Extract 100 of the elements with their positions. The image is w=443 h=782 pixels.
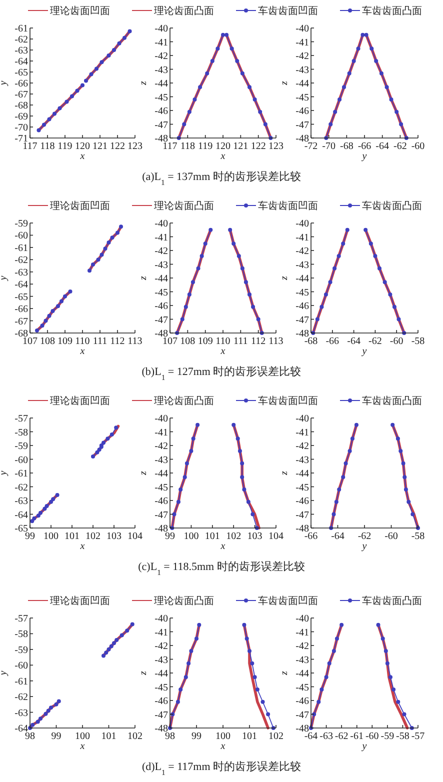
y-tick-label: -47	[296, 314, 309, 326]
y-tick-label: -42	[296, 641, 309, 652]
y-tick-label: -61	[14, 468, 28, 480]
x-axis-title: x	[79, 346, 86, 357]
x-tick-label: 121	[92, 141, 108, 152]
y-tick-label: -65	[14, 524, 28, 534]
x-tick-label: 122	[110, 141, 125, 152]
y-tick-label: -45	[296, 287, 309, 298]
legend-label: 车齿齿面凸面	[362, 200, 422, 212]
legend-label: 车齿齿面凹面	[258, 5, 318, 17]
x-tick-label: 110	[75, 336, 90, 347]
y-tick-label: -43	[154, 654, 168, 666]
legend-label: 理论齿面凸面	[154, 595, 214, 607]
y-axis-title: z	[279, 80, 290, 86]
y-tick-label: -58	[14, 629, 28, 640]
y-tick-label: -59	[14, 644, 28, 656]
x-tick-label: -66	[358, 141, 372, 152]
x-tick-label: 100	[216, 731, 230, 742]
y-tick-label: -46	[296, 496, 309, 507]
y-tick-label: -47	[154, 510, 168, 521]
y-tick-label: -67	[14, 90, 28, 100]
y-tick-label: -43	[296, 260, 309, 271]
y-tick-label: -44	[154, 78, 168, 90]
text: (d)L$_{1}$ = 117mm 时的齿形误差比较	[142, 760, 302, 776]
x-tick-label: -70	[322, 141, 336, 152]
x-tick-label: 111	[234, 336, 248, 347]
y-tick-label: -43	[296, 454, 309, 466]
x-tick-label: -62	[334, 731, 348, 742]
y-axis-title: y	[0, 670, 9, 676]
y-tick-label: -42	[296, 246, 309, 257]
text: (b)L$_{1}$ = 127mm 时的齿形误差比较	[142, 365, 302, 382]
y-axis-title: z	[138, 276, 149, 281]
x-tick-label: 123	[268, 141, 284, 152]
y-tick-label: -43	[296, 64, 309, 76]
y-axis-title: y	[0, 80, 9, 86]
x-tick-label: -59	[380, 731, 394, 742]
y-tick-label: -47	[154, 710, 168, 721]
y-tick-label: -61	[14, 242, 28, 254]
x-axis-title: x	[220, 541, 226, 552]
x-tick-label: 110	[216, 336, 230, 347]
y-tick-label: -46	[296, 301, 309, 312]
y-tick-label: -40	[154, 614, 168, 624]
x-tick-label: 108	[40, 336, 55, 347]
x-tick-label: 101	[101, 731, 116, 742]
legend-label: 理论齿面凹面	[50, 595, 110, 607]
y-tick-label: -70	[14, 122, 28, 134]
y-tick-label: -42	[296, 51, 309, 62]
legend-label: 车齿齿面凹面	[258, 395, 318, 407]
x-tick-label: 120	[216, 141, 230, 152]
y-tick-label: -40	[296, 218, 309, 230]
x-tick-label: 99	[25, 531, 35, 542]
y-tick-label: -66	[14, 304, 28, 316]
x-tick-label: 102	[268, 731, 284, 742]
y-tick-label: -57	[14, 614, 28, 624]
y-tick-label: -63	[14, 46, 28, 56]
x-tick-label: 99	[165, 531, 175, 542]
x-tick-label: -61	[350, 731, 364, 742]
y-tick-label: -46	[154, 496, 168, 507]
y-tick-label: -67	[14, 316, 28, 328]
y-axis-title: y	[0, 275, 9, 282]
x-tick-label: 118	[180, 141, 195, 152]
legend-label: 车齿齿面凹面	[258, 595, 318, 607]
y-tick-label: -44	[296, 78, 309, 90]
y-tick-label: -48	[154, 724, 168, 734]
x-tick-label: 103	[247, 531, 262, 542]
y-tick-label: -63	[14, 708, 28, 719]
y-tick-label: -60	[14, 230, 28, 242]
y-tick-label: -62	[14, 482, 28, 494]
legend-label: 理论齿面凹面	[50, 5, 110, 17]
y-tick-label: -42	[154, 246, 168, 257]
x-tick-label: 117	[22, 141, 38, 152]
y-tick-label: -41	[154, 627, 168, 638]
y-tick-label: -66	[14, 78, 28, 90]
x-tick-label: 109	[198, 336, 213, 347]
x-tick-label: -62	[358, 531, 372, 542]
x-tick-label: 104	[268, 531, 284, 542]
x-tick-label: 123	[128, 141, 142, 152]
x-axis-title: x	[220, 741, 226, 752]
x-tick-label: -68	[340, 141, 354, 152]
x-tick-label: 118	[40, 141, 55, 152]
y-axis-title: z	[138, 80, 149, 86]
y-tick-label: -40	[296, 414, 309, 424]
x-tick-label: 98	[165, 731, 175, 742]
y-tick-label: -43	[154, 64, 168, 76]
y-tick-label: -41	[296, 627, 309, 638]
x-tick-label: -58	[411, 531, 425, 542]
y-axis-title: z	[279, 276, 290, 281]
y-tick-label: -44	[296, 274, 309, 284]
legend-label: 理论齿面凹面	[50, 395, 110, 407]
y-tick-label: -45	[154, 92, 168, 104]
x-tick-label: 104	[128, 531, 142, 542]
y-tick-label: -59	[14, 441, 28, 452]
x-tick-label: 109	[58, 336, 72, 347]
x-tick-label: -62	[393, 141, 407, 152]
legend-label: 理论齿面凹面	[50, 200, 110, 212]
y-tick-label: -62	[14, 34, 28, 46]
y-tick-label: -45	[154, 287, 168, 298]
y-tick-label: -47	[154, 314, 168, 326]
y-tick-label: -58	[14, 427, 28, 438]
x-tick-label: -60	[411, 141, 425, 152]
